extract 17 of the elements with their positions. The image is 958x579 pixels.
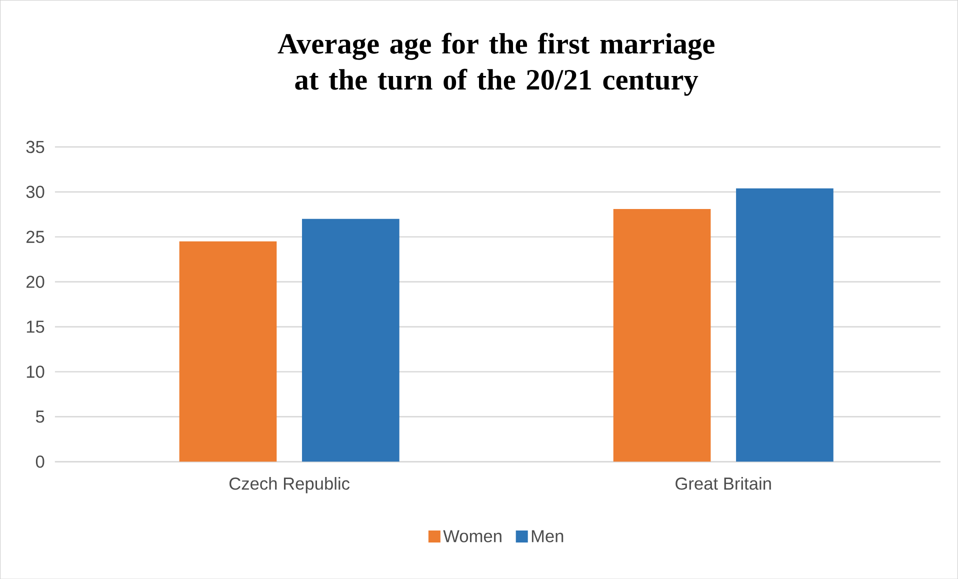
y-tick-label: 30 bbox=[26, 186, 44, 198]
x-tick-label: Czech Republic bbox=[230, 476, 350, 494]
bar bbox=[302, 218, 400, 462]
bar bbox=[736, 188, 834, 462]
legend-label: Women bbox=[443, 530, 502, 542]
legend-label: Men bbox=[532, 530, 564, 542]
bar bbox=[613, 208, 711, 462]
y-tick-label: 5 bbox=[36, 410, 44, 423]
y-tick-label: 20 bbox=[26, 276, 44, 288]
y-tick-label: 0 bbox=[36, 455, 44, 468]
bar bbox=[179, 241, 277, 462]
y-tick-label: 10 bbox=[26, 365, 44, 378]
chart-title: Average age for the first marriage at the turn of the 20/21 century bbox=[278, 32, 714, 96]
y-tick-label: 25 bbox=[26, 230, 44, 243]
y-tick-label: 15 bbox=[26, 320, 44, 333]
y-tick-label: 35 bbox=[26, 140, 44, 153]
x-tick-label: Great Britain bbox=[676, 476, 771, 490]
